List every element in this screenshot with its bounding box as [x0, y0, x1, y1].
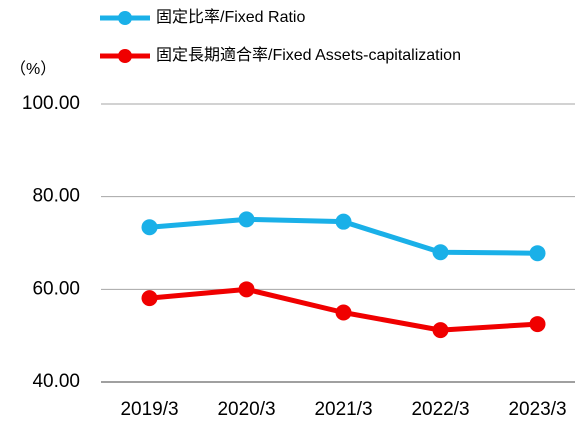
unit-label: （%） — [10, 60, 56, 78]
y-tick-label: 40.00 — [32, 371, 80, 392]
y-tick-label: 60.00 — [32, 278, 80, 299]
data-point — [335, 213, 352, 230]
legend-marker — [118, 49, 132, 63]
data-point — [141, 290, 158, 307]
x-tick-label: 2021/3 — [314, 399, 372, 420]
y-tick-label: 100.00 — [22, 93, 80, 114]
x-tick-label: 2019/3 — [120, 399, 178, 420]
legend-label: 固定長期適合率/Fixed Assets-capitalization — [156, 46, 461, 64]
data-point — [141, 219, 158, 236]
x-tick-label: 2020/3 — [217, 399, 275, 420]
legend-label: 固定比率/Fixed Ratio — [156, 8, 305, 26]
data-point — [238, 211, 255, 228]
legend-marker — [118, 11, 132, 25]
data-point — [529, 316, 546, 333]
data-point — [432, 244, 449, 261]
data-point — [335, 304, 352, 321]
x-tick-label: 2022/3 — [411, 399, 469, 420]
x-tick-label: 2023/3 — [508, 399, 566, 420]
data-point — [529, 245, 546, 262]
y-tick-label: 80.00 — [32, 186, 80, 207]
data-point — [432, 322, 449, 339]
data-point — [238, 281, 255, 298]
